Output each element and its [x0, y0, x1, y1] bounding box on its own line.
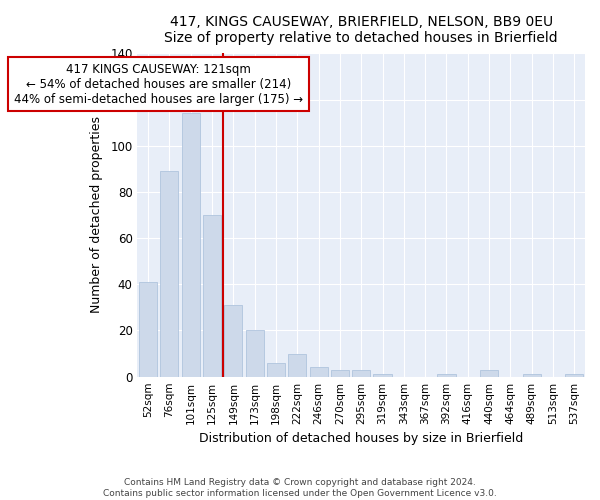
Title: 417, KINGS CAUSEWAY, BRIERFIELD, NELSON, BB9 0EU
Size of property relative to de: 417, KINGS CAUSEWAY, BRIERFIELD, NELSON,…	[164, 15, 558, 45]
Bar	[288, 354, 307, 376]
Text: Contains HM Land Registry data © Crown copyright and database right 2024.
Contai: Contains HM Land Registry data © Crown c…	[103, 478, 497, 498]
Bar	[437, 374, 455, 376]
Bar	[523, 374, 541, 376]
Bar	[203, 215, 221, 376]
Bar	[139, 282, 157, 376]
Bar	[245, 330, 264, 376]
Bar	[373, 374, 392, 376]
Bar	[310, 368, 328, 376]
Bar	[565, 374, 583, 376]
Bar	[352, 370, 370, 376]
Bar	[224, 305, 242, 376]
X-axis label: Distribution of detached houses by size in Brierfield: Distribution of detached houses by size …	[199, 432, 523, 445]
Bar	[267, 363, 285, 376]
Bar	[480, 370, 498, 376]
Bar	[182, 114, 200, 376]
Bar	[160, 171, 178, 376]
Bar	[331, 370, 349, 376]
Y-axis label: Number of detached properties: Number of detached properties	[90, 116, 103, 314]
Text: 417 KINGS CAUSEWAY: 121sqm
← 54% of detached houses are smaller (214)
44% of sem: 417 KINGS CAUSEWAY: 121sqm ← 54% of deta…	[14, 62, 303, 106]
